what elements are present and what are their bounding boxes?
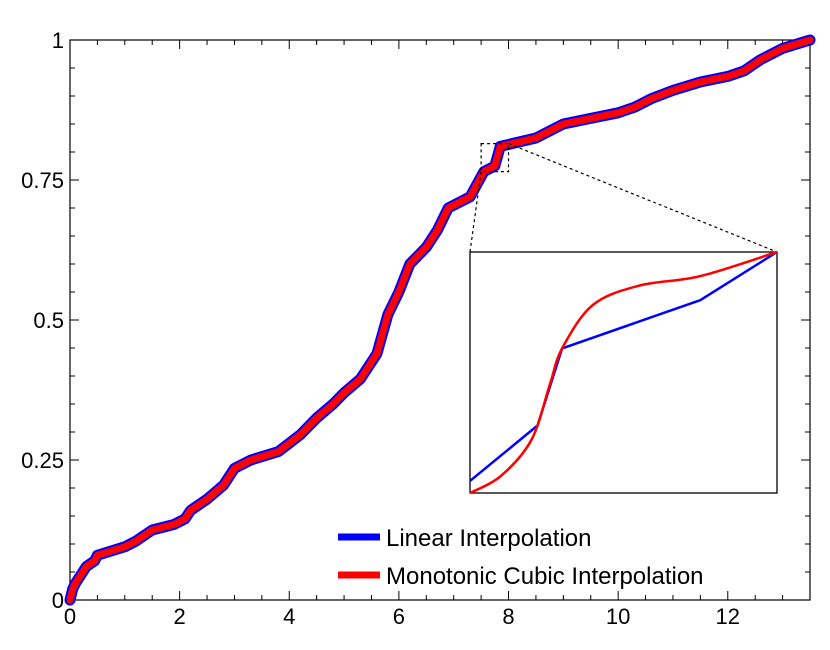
y-tick-label: 0 [52, 588, 64, 613]
x-tick-label: 12 [716, 604, 740, 629]
zoom-box [480, 143, 510, 173]
y-tick-label: 1 [52, 28, 64, 53]
x-tick-label: 0 [64, 604, 76, 629]
zoom-indicator [469, 143, 778, 253]
x-tick-label: 10 [606, 604, 630, 629]
legend-label-linear: Linear Interpolation [386, 525, 591, 552]
zoom-connector-left [469, 171, 482, 253]
series-line-monotonic-cubic [66, 36, 814, 604]
x-tick-label: 8 [502, 604, 514, 629]
inset-series-monotonic-cubic [469, 250, 778, 495]
inset-plot [469, 250, 778, 495]
y-tick-label: 0.75 [21, 168, 64, 193]
y-tick-label: 0.25 [21, 448, 64, 473]
zoom-connector-right [508, 143, 778, 253]
x-tick-label: 2 [174, 604, 186, 629]
y-tick-label: 0.5 [33, 308, 64, 333]
axes: 0 2 4 6 8 10 12 0 0.25 0.5 0.75 1 [21, 28, 811, 629]
x-tick-label: 4 [283, 604, 295, 629]
inset-frame [469, 251, 778, 494]
plot-series [64, 34, 816, 606]
x-tick-label: 6 [393, 604, 405, 629]
legend: Linear Interpolation Monotonic Cubic Inte… [338, 525, 704, 590]
legend-label-monotonic-cubic: Monotonic Cubic Interpolation [386, 563, 704, 590]
